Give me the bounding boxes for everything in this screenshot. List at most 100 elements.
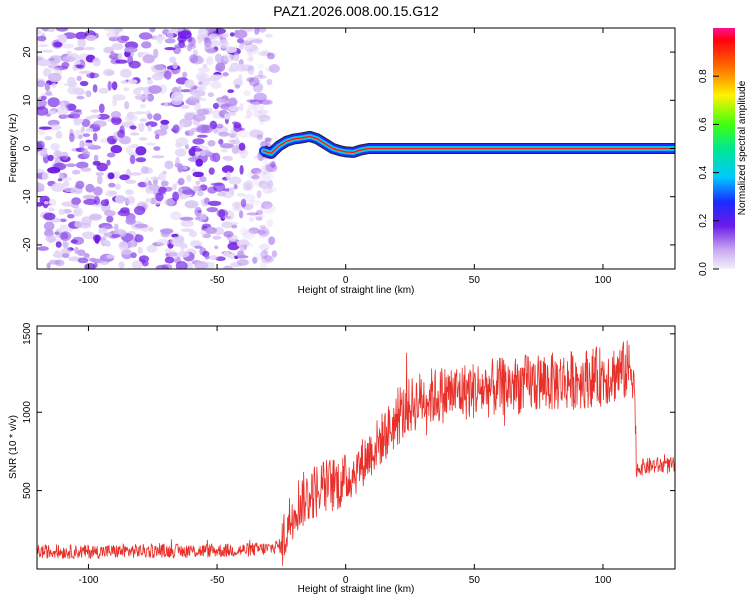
noise-blob	[247, 171, 258, 179]
noise-blob	[85, 139, 93, 144]
noise-blob	[90, 114, 101, 119]
noise-blob	[198, 74, 206, 82]
noise-blob	[265, 52, 278, 56]
noise-blob	[148, 226, 154, 232]
noise-blob	[236, 38, 245, 44]
y-tick-label: -20	[22, 237, 33, 252]
noise-blob	[258, 114, 271, 122]
spectrogram-y-label: Frequency (Hz)	[8, 114, 19, 183]
noise-blob	[59, 218, 67, 223]
noise-blob	[106, 152, 116, 158]
noise-blob	[208, 167, 215, 175]
noise-blob	[204, 38, 212, 48]
noise-blob	[130, 252, 137, 259]
noise-blob	[38, 126, 52, 130]
noise-blob	[98, 227, 108, 233]
noise-blob	[120, 68, 132, 78]
colorbar-gradient	[713, 28, 735, 269]
noise-blob	[242, 184, 254, 191]
noise-blob	[38, 44, 49, 48]
noise-blob	[150, 176, 161, 181]
noise-blob	[155, 134, 160, 140]
noise-blob	[246, 212, 259, 216]
noise-blob	[261, 255, 275, 264]
noise-blob	[206, 56, 214, 65]
noise-blob	[129, 154, 136, 165]
noise-blob	[59, 231, 72, 242]
noise-blob	[83, 198, 98, 205]
noise-blob	[46, 262, 51, 269]
noise-blob	[267, 179, 274, 189]
noise-blob	[234, 84, 241, 89]
noise-blob	[114, 118, 122, 124]
noise-blob	[179, 122, 186, 127]
noise-blob	[112, 94, 126, 101]
noise-blob	[73, 118, 84, 124]
noise-blob	[250, 45, 260, 55]
noise-blob	[124, 195, 136, 205]
snr-line	[37, 340, 675, 566]
noise-blob	[51, 82, 57, 88]
noise-blob	[62, 208, 72, 214]
noise-blob	[260, 164, 273, 175]
noise-blob	[48, 57, 55, 62]
noise-blob	[231, 145, 240, 154]
frequency-ridge	[258, 130, 675, 159]
y-tick-label: 1000	[22, 401, 33, 424]
noise-blob	[148, 85, 162, 94]
noise-blob	[262, 171, 268, 176]
noise-blob	[114, 194, 126, 204]
noise-blob	[262, 187, 274, 194]
noise-blob	[93, 154, 99, 162]
noise-blob	[214, 53, 223, 63]
noise-blob	[249, 110, 262, 118]
noise-blob	[171, 91, 184, 102]
noise-blob	[111, 234, 121, 238]
noise-blob	[92, 84, 98, 93]
noise-blob	[174, 43, 187, 49]
noise-blob	[55, 241, 62, 248]
noise-blob	[60, 101, 65, 111]
noise-blob	[92, 120, 107, 128]
noise-blob	[269, 161, 276, 168]
noise-blob	[80, 167, 92, 172]
noise-blob	[93, 262, 98, 268]
noise-blob	[62, 56, 76, 63]
noise-blob	[134, 205, 146, 216]
noise-blob	[258, 232, 266, 240]
noise-blob	[55, 130, 63, 139]
noise-blob	[255, 216, 263, 221]
noise-blob	[134, 234, 144, 243]
noise-blob	[194, 261, 209, 269]
x-tick-label: 0	[343, 575, 349, 586]
noise-blob	[138, 255, 150, 263]
noise-blob	[74, 47, 84, 51]
noise-blob	[206, 48, 217, 54]
noise-blob	[145, 198, 152, 203]
noise-blob	[237, 250, 245, 259]
snr-frame	[36, 325, 676, 570]
noise-blob	[227, 111, 237, 117]
noise-blob	[245, 242, 254, 248]
noise-blob	[42, 68, 52, 77]
noise-blob	[237, 130, 252, 138]
noise-blob	[223, 265, 233, 269]
noise-blob	[249, 99, 263, 105]
noise-blob	[229, 32, 235, 37]
noise-blob	[172, 62, 178, 70]
noise-blob	[57, 178, 63, 182]
noise-blob	[264, 33, 273, 38]
noise-blob	[265, 137, 272, 144]
noise-blob	[258, 119, 265, 126]
noise-blob	[266, 219, 274, 228]
noise-blob	[37, 246, 49, 251]
noise-blob	[55, 150, 62, 158]
noise-blob	[118, 261, 125, 269]
noise-blob	[48, 259, 61, 265]
noise-blob	[250, 167, 262, 175]
noise-blob	[253, 92, 267, 102]
noise-blob	[238, 73, 243, 80]
noise-blob	[218, 131, 231, 137]
noise-blob	[182, 189, 196, 195]
x-tick-label: -100	[78, 575, 98, 586]
